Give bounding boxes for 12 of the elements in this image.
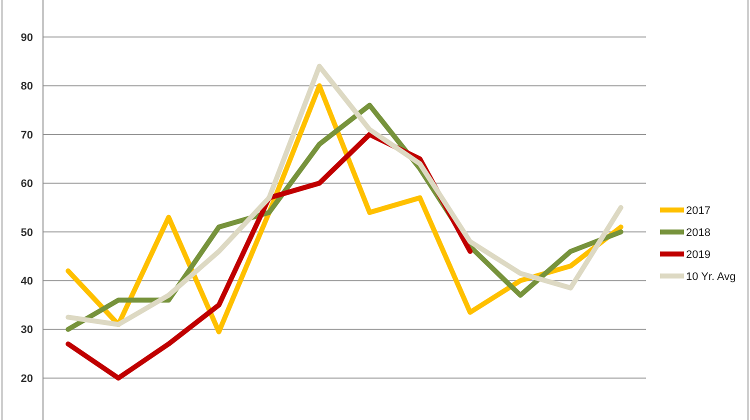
legend-label: 2017 <box>686 204 710 217</box>
y-tick-label: 60 <box>20 178 33 190</box>
y-tick-label: 40 <box>20 276 33 288</box>
legend-label: 2018 <box>686 226 710 239</box>
legend-label: 10 Yr. Avg <box>686 270 736 283</box>
legend-label: 2019 <box>686 248 710 261</box>
y-tick-label: 30 <box>20 324 33 336</box>
y-tick-label: 90 <box>20 32 33 44</box>
y-tick-label: 50 <box>20 226 33 239</box>
y-tick-label: 80 <box>20 80 33 93</box>
y-tick-label: 70 <box>20 129 33 142</box>
y-tick-label: 20 <box>20 372 33 385</box>
